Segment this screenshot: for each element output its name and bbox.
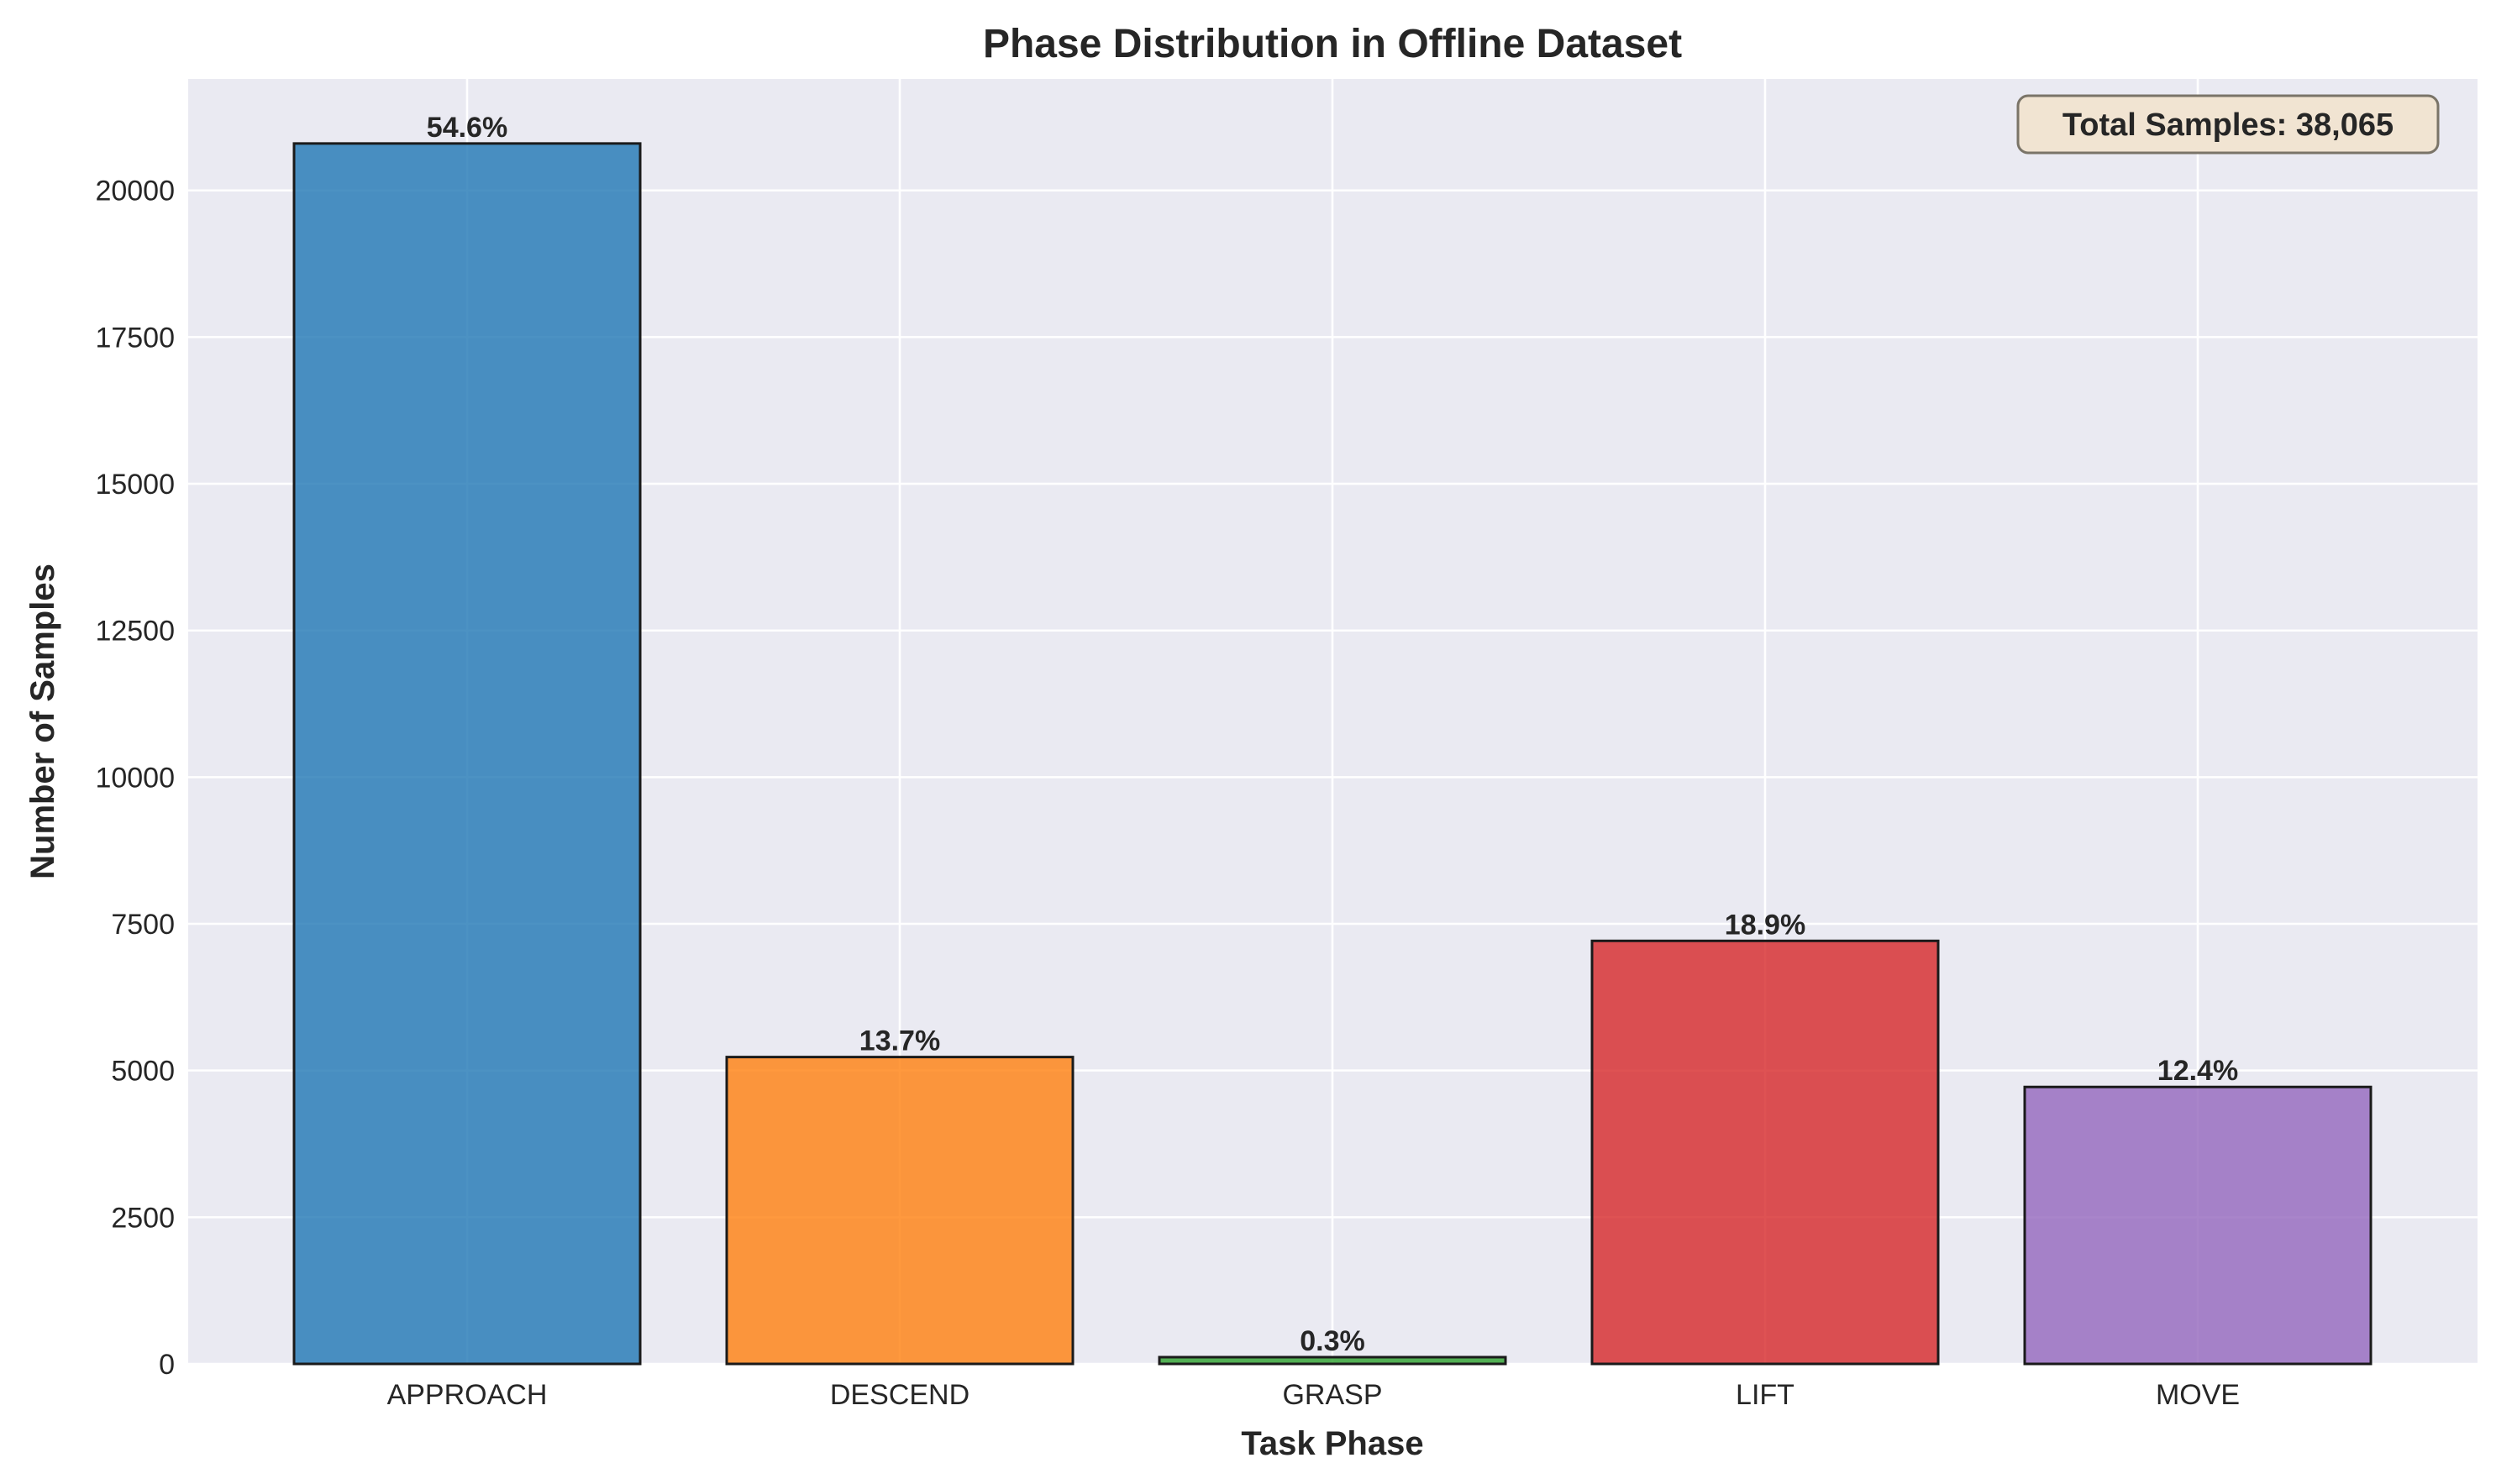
- x-tick-labels: APPROACH DESCEND GRASP LIFT MOVE: [387, 1379, 2240, 1411]
- bar-descend: [725, 1056, 1075, 1366]
- bar-grasp: [1158, 1356, 1507, 1366]
- y-tick-label: 17500: [95, 322, 175, 354]
- y-tick-label: 7500: [111, 909, 175, 941]
- bar-labels: 54.6% 13.7% 0.3% 18.9% 12.4%: [427, 112, 2238, 1357]
- y-tick-label: 12500: [95, 616, 175, 648]
- y-tick-label: 20000: [95, 176, 175, 207]
- y-tick-label: 15000: [95, 469, 175, 501]
- bar-value-label: 54.6%: [427, 112, 507, 144]
- bar-value-label: 13.7%: [859, 1025, 940, 1057]
- x-tick-label: LIFT: [1736, 1379, 1794, 1411]
- total-samples-box: Total Samples: 38,065: [2016, 94, 2440, 155]
- y-tick-label: 10000: [95, 762, 175, 794]
- y-tick-label: 2500: [111, 1202, 175, 1234]
- y-tick-labels: 0 2500 5000 7500 10000 12500 15000 17500 20000: [95, 176, 175, 1381]
- y-tick-label: 0: [159, 1349, 175, 1381]
- x-tick-label: MOVE: [2156, 1379, 2240, 1411]
- bars: [292, 142, 2373, 1366]
- bar-approach: [292, 142, 642, 1366]
- y-axis-label: Number of Samples: [24, 564, 61, 879]
- bar-lift: [1590, 939, 1940, 1366]
- x-axis-label: Task Phase: [1241, 1425, 1423, 1462]
- x-tick-label: DESCEND: [830, 1379, 969, 1411]
- x-tick-label: GRASP: [1282, 1379, 1382, 1411]
- bar-value-label: 12.4%: [2157, 1055, 2238, 1087]
- total-samples-box-bg: [2016, 94, 2440, 155]
- x-tick-label: APPROACH: [387, 1379, 548, 1411]
- chart-title: Phase Distribution in Offline Dataset: [983, 22, 1682, 66]
- bar-value-label: 18.9%: [1725, 909, 1805, 941]
- total-samples-text: Total Samples: 38,065: [2062, 107, 2394, 143]
- bar-move: [2023, 1085, 2373, 1366]
- y-tick-label: 5000: [111, 1056, 175, 1088]
- bar-value-label: 0.3%: [1300, 1325, 1365, 1357]
